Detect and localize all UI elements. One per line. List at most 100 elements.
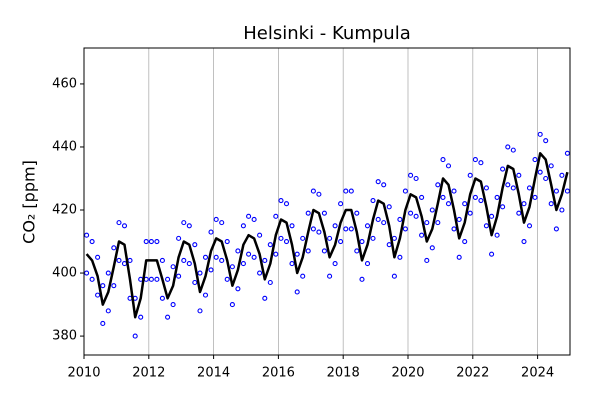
data-point: [100, 283, 106, 289]
data-point: [548, 163, 554, 169]
data-point: [192, 242, 198, 248]
data-point: [111, 283, 117, 289]
data-point: [397, 254, 403, 260]
x-tick-label: 2012: [132, 366, 165, 381]
y-tick-label: 460: [52, 76, 77, 91]
x-tick-label: 2020: [391, 366, 424, 381]
data-point: [294, 251, 300, 257]
data-point: [386, 204, 392, 210]
data-point: [105, 270, 111, 276]
data-point: [478, 198, 484, 204]
data-point: [537, 169, 543, 175]
data-point: [305, 210, 311, 216]
data-point: [354, 248, 360, 254]
data-point: [278, 198, 284, 204]
data-point: [224, 238, 230, 245]
x-tick-label: 2018: [327, 366, 360, 381]
plot-frame: [83, 47, 571, 356]
data-point: [532, 157, 538, 163]
data-point: [262, 257, 268, 263]
data-point: [332, 223, 338, 229]
data-point: [370, 235, 376, 241]
data-point: [472, 157, 478, 163]
data-point: [472, 194, 478, 200]
x-tick-label: 2014: [197, 366, 230, 381]
data-point: [300, 273, 306, 279]
data-point: [348, 226, 354, 232]
data-point: [208, 229, 214, 235]
x-tick-label: 2016: [262, 366, 295, 381]
data-point: [537, 131, 543, 137]
data-point: [526, 223, 533, 229]
data-point: [510, 147, 516, 153]
data-point: [343, 226, 349, 232]
data-point: [321, 248, 327, 254]
data-point: [445, 163, 452, 169]
data-point: [505, 182, 511, 188]
data-point: [267, 279, 273, 286]
data-point: [121, 261, 128, 267]
data-point: [229, 264, 235, 270]
data-point: [294, 289, 300, 295]
data-point: [359, 238, 365, 245]
data-point: [375, 179, 381, 185]
data-point: [240, 261, 246, 267]
data-point: [532, 194, 538, 200]
data-point: [419, 232, 425, 238]
data-point: [516, 210, 522, 216]
data-point: [483, 223, 489, 229]
data-point: [424, 220, 430, 226]
data-point: [159, 295, 165, 301]
data-point: [559, 172, 565, 178]
data-point: [478, 160, 484, 166]
data-point: [440, 157, 446, 163]
data-point: [500, 204, 506, 210]
data-point: [240, 223, 246, 229]
data-point: [402, 226, 408, 232]
data-point: [413, 175, 419, 182]
data-point: [283, 201, 290, 207]
data-point: [327, 273, 333, 279]
data-point: [257, 270, 263, 276]
data-point: [84, 270, 90, 276]
data-point: [132, 333, 138, 339]
data-point: [548, 201, 554, 207]
data-point: [176, 273, 182, 279]
y-axis-label: CO₂ [ppm]: [20, 160, 39, 244]
data-point: [408, 210, 414, 216]
data-point: [543, 175, 549, 182]
data-point: [451, 226, 457, 232]
data-point: [316, 229, 322, 235]
data-point: [251, 254, 257, 260]
y-tick-label: 440: [52, 139, 77, 154]
data-point: [159, 257, 165, 263]
data-point: [451, 188, 457, 194]
data-point: [289, 261, 295, 267]
data-point: [273, 251, 279, 257]
data-point: [89, 238, 95, 245]
data-point: [148, 238, 154, 245]
data-point: [391, 273, 397, 279]
data-point: [246, 251, 252, 257]
data-point: [456, 216, 462, 223]
data-point: [165, 276, 171, 282]
data-point: [462, 201, 468, 207]
data-point: [467, 210, 473, 216]
data-point: [494, 232, 500, 238]
data-point: [429, 207, 435, 213]
data-point: [489, 251, 495, 257]
data-point: [381, 182, 387, 188]
data-point: [500, 166, 506, 172]
data-point: [424, 257, 430, 263]
data-point: [429, 245, 435, 251]
data-point: [564, 150, 570, 156]
data-point: [310, 226, 316, 232]
data-point: [435, 220, 441, 226]
y-tick-label: 420: [52, 203, 77, 218]
data-point: [359, 276, 365, 282]
y-tick-label: 380: [52, 329, 77, 344]
data-point: [219, 220, 225, 226]
data-point: [154, 238, 160, 245]
data-point: [95, 254, 101, 260]
data-point: [327, 235, 333, 241]
